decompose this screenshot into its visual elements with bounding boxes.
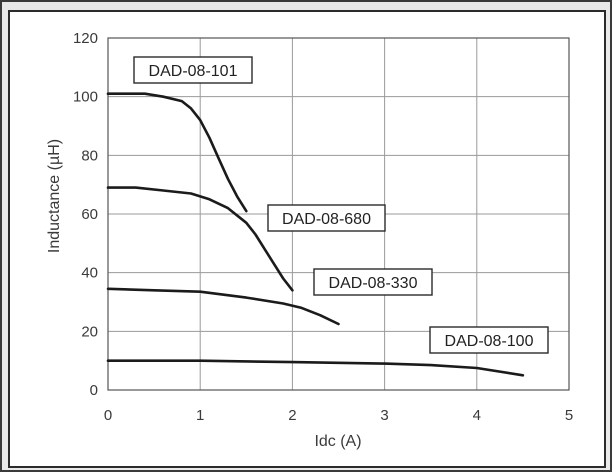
x-tick-label: 4: [473, 407, 481, 424]
x-tick-label: 0: [104, 407, 112, 424]
y-tick-label: 120: [73, 30, 98, 47]
y-tick-label: 40: [81, 265, 98, 282]
x-tick-label: 5: [565, 407, 573, 424]
y-tick-label: 80: [81, 147, 98, 164]
series-line-dad-08-100: [108, 361, 523, 376]
x-tick-label: 2: [288, 407, 296, 424]
series-label-dad-08-101: DAD-08-101: [134, 57, 252, 83]
series-label-text: DAD-08-330: [329, 275, 418, 292]
series-label-text: DAD-08-101: [149, 63, 238, 80]
series-line-dad-08-330: [108, 289, 339, 324]
series-line-dad-08-101: [108, 94, 246, 211]
series-label-dad-08-330: DAD-08-330: [314, 269, 432, 295]
series-labels: DAD-08-101 DAD-08-680 DAD-08-330 DAD-08-100: [134, 57, 548, 353]
y-tick-label: 20: [81, 323, 98, 340]
y-tick-label: 100: [73, 89, 98, 106]
x-tick-label: 3: [380, 407, 388, 424]
x-tick-label: 1: [196, 407, 204, 424]
y-tick-label: 0: [90, 382, 98, 399]
series-label-dad-08-100: DAD-08-100: [430, 327, 548, 353]
y-tick-label: 60: [81, 206, 98, 223]
y-axis-label: Inductance (µH): [46, 139, 63, 253]
series-label-text: DAD-08-680: [282, 211, 371, 228]
x-axis-label: Idc (A): [314, 433, 361, 450]
series-label-dad-08-680: DAD-08-680: [268, 205, 385, 231]
series-label-text: DAD-08-100: [445, 333, 534, 350]
